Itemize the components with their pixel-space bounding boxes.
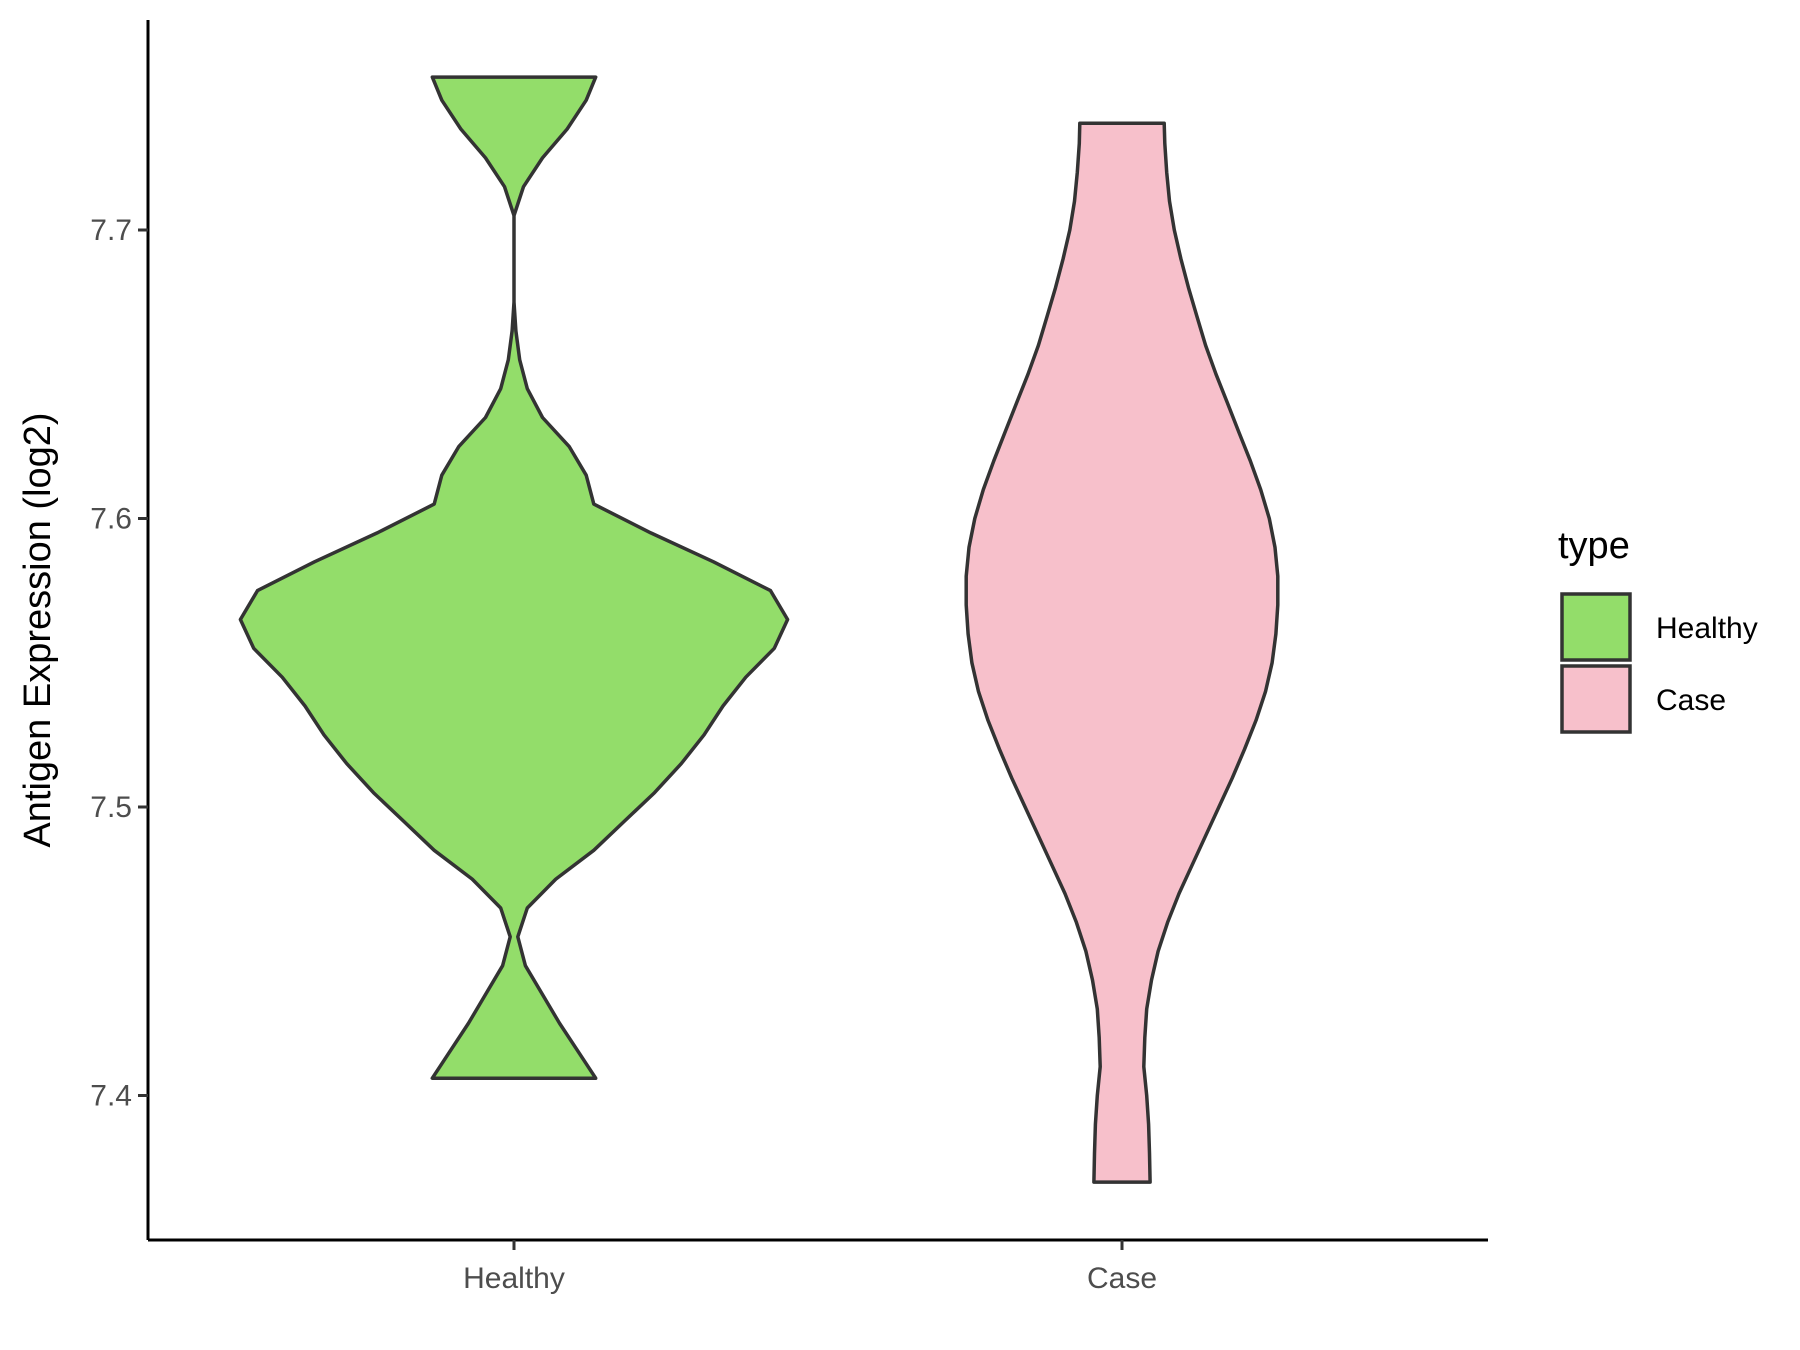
legend-title: type	[1558, 525, 1630, 567]
y-tick-label: 7.5	[90, 791, 132, 824]
violin-case	[964, 121, 1280, 1184]
axes-layer: 7.4 7.5 7.6 7.7 Healthy Case	[90, 20, 1488, 1295]
legend-label-case: Case	[1656, 684, 1726, 717]
x-tick-label: Case	[1087, 1262, 1157, 1295]
y-tick-label: 7.6	[90, 503, 132, 536]
y-axis-title: Antigen Expression (log2)	[17, 412, 59, 847]
y-tick-label: 7.4	[90, 1080, 132, 1113]
legend-label-healthy: Healthy	[1656, 612, 1758, 645]
legend-key-healthy	[1560, 592, 1632, 662]
legend-key-case	[1560, 664, 1632, 734]
legend: type Healthy Case	[1558, 525, 1758, 734]
violin-healthy	[238, 75, 790, 1080]
violins-layer	[238, 75, 1280, 1184]
x-tick-label: Healthy	[463, 1262, 565, 1295]
y-tick-label: 7.7	[90, 214, 132, 247]
